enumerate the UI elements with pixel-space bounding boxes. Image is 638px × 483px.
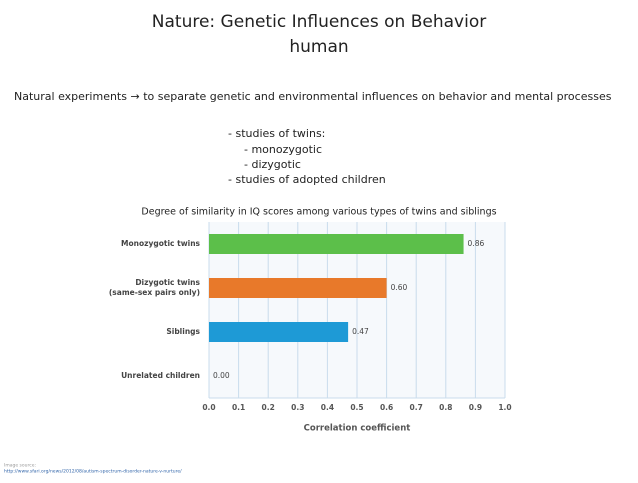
source-url: http://www.sfari.org/news/2012/08/autism… (4, 469, 182, 475)
category-label: Monozygotic twins (121, 239, 201, 248)
x-tick-label: 0.9 (469, 403, 482, 412)
value-label: 0.86 (468, 239, 485, 248)
slide-title: Nature: Genetic Influences on Behavior (152, 12, 486, 32)
x-tick-label: 0.1 (232, 403, 245, 412)
intro-text: Natural experiments → to separate geneti… (14, 90, 612, 103)
category-label: Dizygotic twins (same-sex pairs only) (109, 278, 201, 297)
x-tick-label: 0.4 (321, 403, 334, 412)
x-tick-label: 0.2 (262, 403, 275, 412)
bullet: - studies of twins: (228, 127, 325, 140)
x-tick-label: 0.7 (410, 403, 423, 412)
value-label: 0.60 (391, 283, 408, 292)
value-label: 0.47 (352, 327, 369, 336)
bullet: - monozygotic (244, 143, 322, 156)
slide-subtitle: human (289, 37, 348, 57)
source-label: Image source: (4, 463, 36, 469)
x-tick-label: 0.6 (380, 403, 393, 412)
category-label: Siblings (166, 327, 200, 336)
chart-title: Degree of similarity in IQ scores among … (141, 207, 496, 218)
chart: 0.0 0.1 0.2 0.3 0.4 0.5 0.6 0.7 0.8 0.9 1.0 0.86 Mon… (109, 222, 512, 412)
bar (209, 278, 387, 298)
bullet: - studies of adopted children (228, 173, 386, 186)
x-tick-label: 0.8 (439, 403, 452, 412)
x-tick-label: 0.3 (291, 403, 304, 412)
value-label: 0.00 (213, 371, 230, 380)
bullet: - dizygotic (244, 158, 301, 171)
x-axis-label: Correlation coefficient (304, 424, 411, 434)
bar (209, 322, 349, 342)
x-tick-label: 1.0 (498, 403, 511, 412)
x-tick-label: 0.0 (202, 403, 215, 412)
x-tick-label: 0.5 (350, 403, 363, 412)
bar (209, 234, 464, 254)
category-label: Unrelated children (121, 371, 200, 380)
